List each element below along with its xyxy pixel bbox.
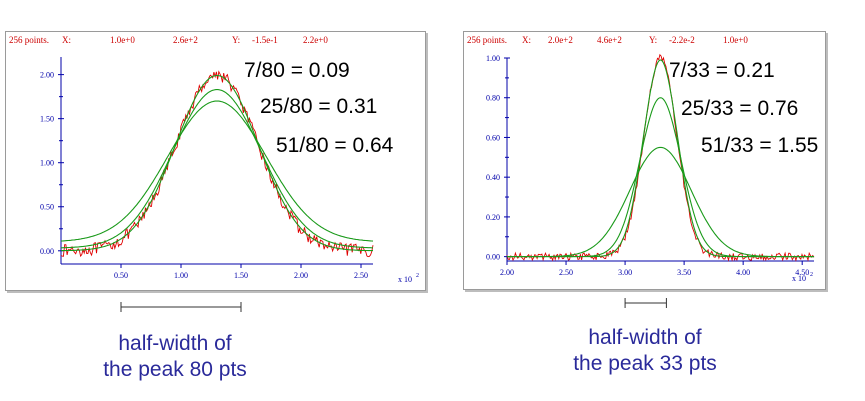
annotation-ratio-3: 51/33 = 1.55: [701, 134, 818, 157]
header-y-label: Y:: [649, 35, 657, 45]
left-plot-area: 0.00 0.50 1.00 1.50 2.00 0.50 1.00 1.50 2.00 2.50: [40, 57, 374, 280]
caption-left-line-2: the peak 80 pts: [103, 358, 247, 381]
caption-left-line-1: half-width of: [118, 332, 232, 355]
annotation-ratio-1: 7/80 = 0.09: [244, 59, 350, 82]
y-tick-label: 1.50: [40, 115, 54, 124]
header-points-label: 256 points.: [9, 35, 49, 45]
x-tick-label: 2.00: [294, 271, 308, 280]
caption-right: half-width of the peak 33 pts: [530, 325, 760, 377]
fit-series-2: [507, 97, 814, 258]
x-tick-label: 4.50: [795, 268, 809, 277]
noisy-data-series: [506, 53, 815, 262]
annotation-ratio-2: 25/33 = 0.76: [681, 97, 798, 120]
right-chart-header: 256 points. X: 2.0e+2 4.6e+2 Y: -2.2e-2 …: [467, 35, 748, 45]
header-y-label: Y:: [232, 35, 240, 45]
header-x-max: 2.6e+2: [173, 35, 198, 45]
right-chart: 256 points. X: 2.0e+2 4.6e+2 Y: -2.2e-2 …: [467, 35, 818, 283]
left-chart-header: 256 points. X: 1.0e+0 2.6e+2 Y: -1.5e-1 …: [9, 35, 328, 45]
caption-left: half-width of the peak 80 pts: [60, 331, 290, 383]
x-tick-label: 2.50: [354, 271, 368, 280]
y-tick-label: 0.20: [486, 213, 500, 222]
header-x-label: X:: [522, 35, 531, 45]
header-x-min: 2.0e+2: [548, 35, 573, 45]
annotation-ratio-1: 7/33 = 0.21: [669, 59, 775, 82]
header-y-min: -1.5e-1: [252, 35, 278, 45]
x-tick-label: 4.00: [736, 268, 750, 277]
caption-right-line-2: the peak 33 pts: [573, 352, 717, 375]
x-tick-label: 0.50: [114, 271, 128, 280]
fit-series-1: [61, 74, 373, 252]
x-multiplier-exponent: 2: [416, 273, 419, 279]
header-y-min: -2.2e-2: [669, 35, 695, 45]
y-tick-label: 0.50: [40, 203, 54, 212]
left-chart: 256 points. X: 1.0e+0 2.6e+2 Y: -1.5e-1 …: [9, 35, 419, 284]
fit-series-3: [507, 146, 814, 258]
half-width-bracket-marks: [120, 302, 242, 312]
right-plot-area: 0.00 0.20 0.40 0.60 0.80 1.00 2.00 2.50 3.00 3.50…: [486, 53, 815, 277]
x-tick-label: 3.00: [618, 268, 632, 277]
annotation-ratio-3: 51/80 = 0.64: [276, 134, 394, 157]
y-tick-label: 0.60: [486, 133, 500, 142]
half-width-bracket-left: [120, 302, 242, 312]
half-width-bracket-right: [624, 298, 667, 308]
y-tick-label: 0.00: [486, 253, 500, 262]
y-tick-label: 0.80: [486, 94, 500, 103]
left-chart-panel: 256 points. X: 1.0e+0 2.6e+2 Y: -1.5e-1 …: [5, 31, 426, 291]
x-tick-label: 2.50: [559, 268, 573, 277]
fit-series-3: [60, 100, 374, 242]
header-x-max: 4.6e+2: [597, 35, 622, 45]
fit-series-1: [507, 59, 814, 258]
fit-series-2: [61, 89, 373, 249]
header-points-label: 256 points.: [467, 35, 507, 45]
x-multiplier-label: x 10: [398, 275, 412, 284]
annotation-ratio-2: 25/80 = 0.31: [260, 95, 377, 118]
header-y-max: 1.0e+0: [723, 35, 748, 45]
header-x-min: 1.0e+0: [110, 35, 135, 45]
y-tick-label: 0.00: [40, 247, 54, 256]
y-tick-label: 1.00: [486, 54, 500, 63]
y-tick-label: 1.00: [40, 159, 54, 168]
x-multiplier-label: x 10: [792, 274, 806, 283]
right-chart-panel: 256 points. X: 2.0e+2 4.6e+2 Y: -2.2e-2 …: [463, 31, 826, 290]
axes: 0.00 0.20 0.40 0.60 0.80 1.00 2.00 2.50 3.00 3.50…: [486, 54, 814, 277]
x-multiplier-exponent: 2: [810, 272, 813, 278]
x-tick-label: 3.50: [677, 268, 691, 277]
half-width-bracket-marks: [624, 298, 667, 308]
x-tick-label: 1.50: [234, 271, 248, 280]
header-y-max: 2.2e+0: [303, 35, 328, 45]
header-x-label: X:: [62, 35, 71, 45]
y-tick-label: 2.00: [40, 71, 54, 80]
caption-right-line-1: half-width of: [588, 326, 702, 349]
y-tick-label: 0.40: [486, 173, 500, 182]
axes: 0.00 0.50 1.00 1.50 2.00 0.50 1.00 1.50 2.00 2.50: [40, 57, 373, 280]
x-tick-label: 2.00: [500, 268, 514, 277]
x-tick-label: 1.00: [174, 271, 188, 280]
